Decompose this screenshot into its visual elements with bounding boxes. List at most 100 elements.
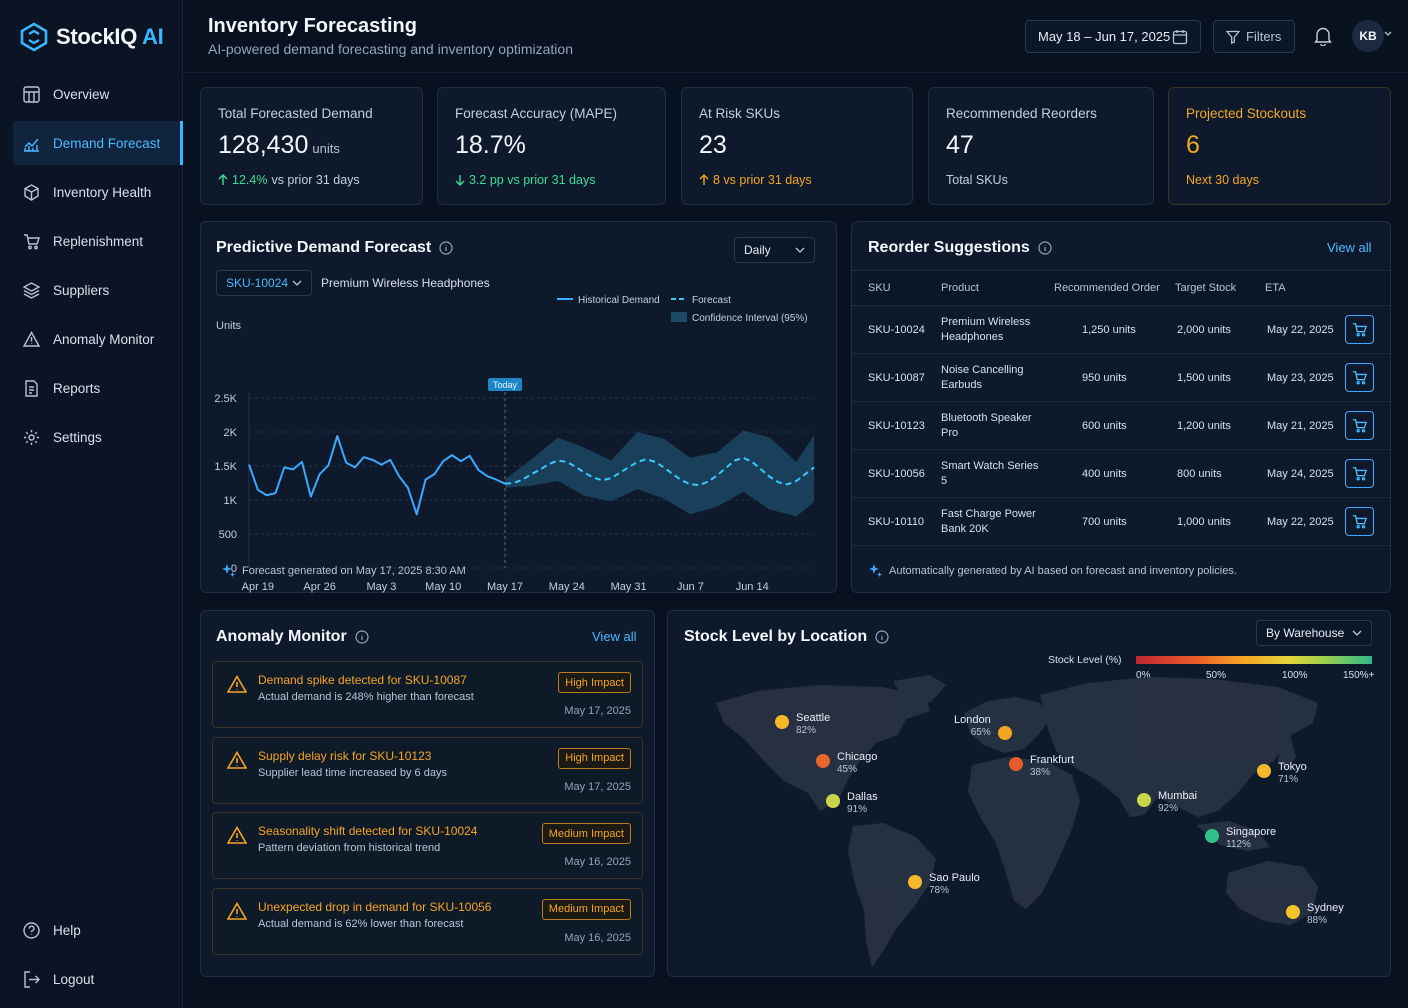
sparkle-icon	[222, 564, 235, 577]
city-marker-sydney[interactable]: Sydney 88%	[1286, 902, 1344, 927]
date-range-picker[interactable]: May 18 – Jun 17, 2025	[1025, 20, 1201, 53]
stock-dot	[826, 794, 840, 808]
reorder-view-all-link[interactable]: View all	[1327, 240, 1372, 255]
recommended-order-cell: 400 units	[1054, 449, 1175, 498]
sidebar-item-anomaly-monitor[interactable]: Anomaly Monitor	[13, 317, 183, 361]
reorder-footer: Automatically generated by AI based on f…	[868, 563, 1237, 578]
stock-dot	[816, 754, 830, 768]
sidebar-item-suppliers[interactable]: Suppliers	[13, 268, 183, 312]
anomaly-title: Seasonality shift detected for SKU-10024	[258, 824, 478, 838]
chevron-down-icon	[1352, 630, 1362, 636]
sidebar-item-overview[interactable]: Overview	[13, 72, 183, 116]
filters-button[interactable]: Filters	[1213, 20, 1295, 53]
kpi-delta: 8 vs prior 31 days	[699, 173, 812, 187]
column-header-eta[interactable]: ETA	[1265, 270, 1345, 306]
city-label: Sydney 88%	[1307, 902, 1344, 926]
sidebar-item-help[interactable]: Help	[13, 908, 183, 952]
city-marker-tokyo[interactable]: Tokyo 71%	[1257, 761, 1307, 786]
sidebar-item-settings[interactable]: Settings	[13, 415, 183, 459]
info-icon[interactable]	[875, 630, 889, 644]
forecast-footer: Forecast generated on May 17, 2025 8:30 …	[221, 563, 466, 578]
info-icon[interactable]	[355, 630, 369, 644]
stock-scale-tick: 150%+	[1343, 670, 1375, 681]
stock-scale-tick: 0%	[1136, 670, 1151, 681]
city-label: Chicago 45%	[837, 751, 878, 775]
logout-icon	[24, 970, 40, 988]
city-marker-sao-paulo[interactable]: Sao Paulo 78%	[908, 872, 980, 897]
granularity-select[interactable]: Daily	[734, 237, 815, 263]
filter-icon	[1226, 30, 1240, 44]
anomaly-panel-title: Anomaly Monitor	[216, 628, 369, 646]
city-marker-mumbai[interactable]: Mumbai 92%	[1137, 790, 1197, 815]
avatar[interactable]: KB	[1352, 20, 1384, 52]
city-marker-dallas[interactable]: Dallas 91%	[826, 791, 878, 816]
reorder-table: SKU Product Recommended Order Target Sto…	[852, 270, 1390, 546]
anomaly-item[interactable]: Supply delay risk for SKU-10123 Supplier …	[212, 736, 643, 804]
city-marker-london[interactable]: London 65%	[954, 714, 1012, 740]
stock-dot	[1205, 829, 1219, 843]
stock-scale-tick: 50%	[1206, 670, 1227, 681]
stock-dot	[908, 875, 922, 889]
sku-link[interactable]: SKU-10024	[852, 305, 941, 354]
gear-icon	[24, 429, 39, 445]
column-header-target-stock[interactable]: Target Stock	[1175, 270, 1265, 306]
sku-link[interactable]: SKU-10110	[852, 497, 941, 546]
anomaly-item[interactable]: Demand spike detected for SKU-10087 Actua…	[212, 661, 643, 728]
anomaly-date: May 17, 2025	[564, 780, 631, 793]
stock-dot	[1257, 764, 1271, 778]
info-icon[interactable]	[1038, 241, 1052, 255]
info-icon[interactable]	[439, 241, 453, 255]
city-marker-singapore[interactable]: Singapore 112%	[1205, 826, 1276, 851]
column-header-recommended-order[interactable]: Recommended Order	[1054, 270, 1175, 306]
column-header-sku[interactable]: SKU	[852, 270, 941, 306]
sidebar-item-reports[interactable]: Reports	[13, 366, 183, 410]
app-logo[interactable]: StockIQ AI	[20, 22, 164, 52]
add-to-cart-button[interactable]	[1345, 507, 1374, 536]
table-row[interactable]: SKU-10056 Smart Watch Series 5 400 units 80…	[852, 449, 1390, 498]
trend-chart-icon	[24, 138, 39, 152]
sidebar-item-replenishment[interactable]: Replenishment	[13, 219, 183, 263]
chart-lines	[248, 435, 815, 516]
sku-select[interactable]: SKU-10024	[216, 270, 312, 296]
sku-link[interactable]: SKU-10056	[852, 449, 941, 498]
report-icon	[25, 379, 38, 397]
city-label: Frankfurt 38%	[1030, 754, 1075, 778]
landmass-southeast-asia	[1196, 821, 1270, 851]
sidebar-item-label: Reports	[53, 380, 101, 396]
reorder-panel: Reorder Suggestions View all SKU Product…	[851, 221, 1391, 593]
anomaly-item[interactable]: Seasonality shift detected for SKU-10024…	[212, 812, 643, 879]
table-row[interactable]: SKU-10110 Fast Charge Power Bank 20K 700 u…	[852, 497, 1390, 546]
anomaly-item[interactable]: Unexpected drop in demand for SKU-10056 A…	[212, 887, 643, 955]
add-to-cart-button[interactable]	[1345, 315, 1374, 344]
table-row[interactable]: SKU-10123 Bluetooth Speaker Pro 600 units 1…	[852, 401, 1390, 450]
add-to-cart-button[interactable]	[1345, 459, 1374, 488]
group-by-select[interactable]: By Warehouse	[1256, 620, 1372, 646]
column-header-product[interactable]: Product	[941, 270, 1054, 306]
table-row[interactable]: SKU-10087 Noise Cancelling Earbuds 950 uni…	[852, 353, 1390, 402]
anomaly-description: Actual demand is 62% lower than forecast	[258, 917, 464, 930]
anomaly-date: May 16, 2025	[564, 856, 631, 868]
add-to-cart-button[interactable]	[1345, 363, 1374, 392]
sidebar-item-inventory-health[interactable]: Inventory Health	[13, 170, 183, 214]
impact-badge: High Impact	[558, 747, 631, 769]
chevron-down-icon[interactable]	[1384, 31, 1392, 37]
action-cell	[1345, 401, 1390, 450]
sidebar-item-label: Replenishment	[53, 233, 144, 249]
sku-link[interactable]: SKU-10123	[852, 401, 941, 450]
kpi-label: Forecast Accuracy (MAPE)	[455, 106, 618, 121]
action-cell	[1345, 497, 1390, 546]
city-marker-frankfurt[interactable]: Frankfurt 38%	[1009, 754, 1074, 779]
confidence-interval-area	[505, 430, 814, 517]
anomaly-view-all-link[interactable]: View all	[592, 629, 637, 644]
add-to-cart-button[interactable]	[1345, 411, 1374, 440]
sidebar-item-logout[interactable]: Logout	[13, 957, 183, 1001]
table-row[interactable]: SKU-10024 Premium Wireless Headphones 1,25…	[852, 305, 1390, 354]
chart-legend: Historical Demand Forecast Confidence In…	[557, 295, 808, 324]
kpi-value: 23	[699, 131, 727, 159]
y-tick-label: 500	[219, 529, 237, 541]
sidebar-item-demand-forecast[interactable]: Demand Forecast	[13, 121, 183, 165]
sku-link[interactable]: SKU-10087	[852, 353, 941, 402]
city-marker-chicago[interactable]: Chicago 45%	[816, 751, 877, 776]
bell-icon[interactable]	[1314, 26, 1332, 46]
city-marker-seattle[interactable]: Seattle 82%	[775, 712, 830, 737]
